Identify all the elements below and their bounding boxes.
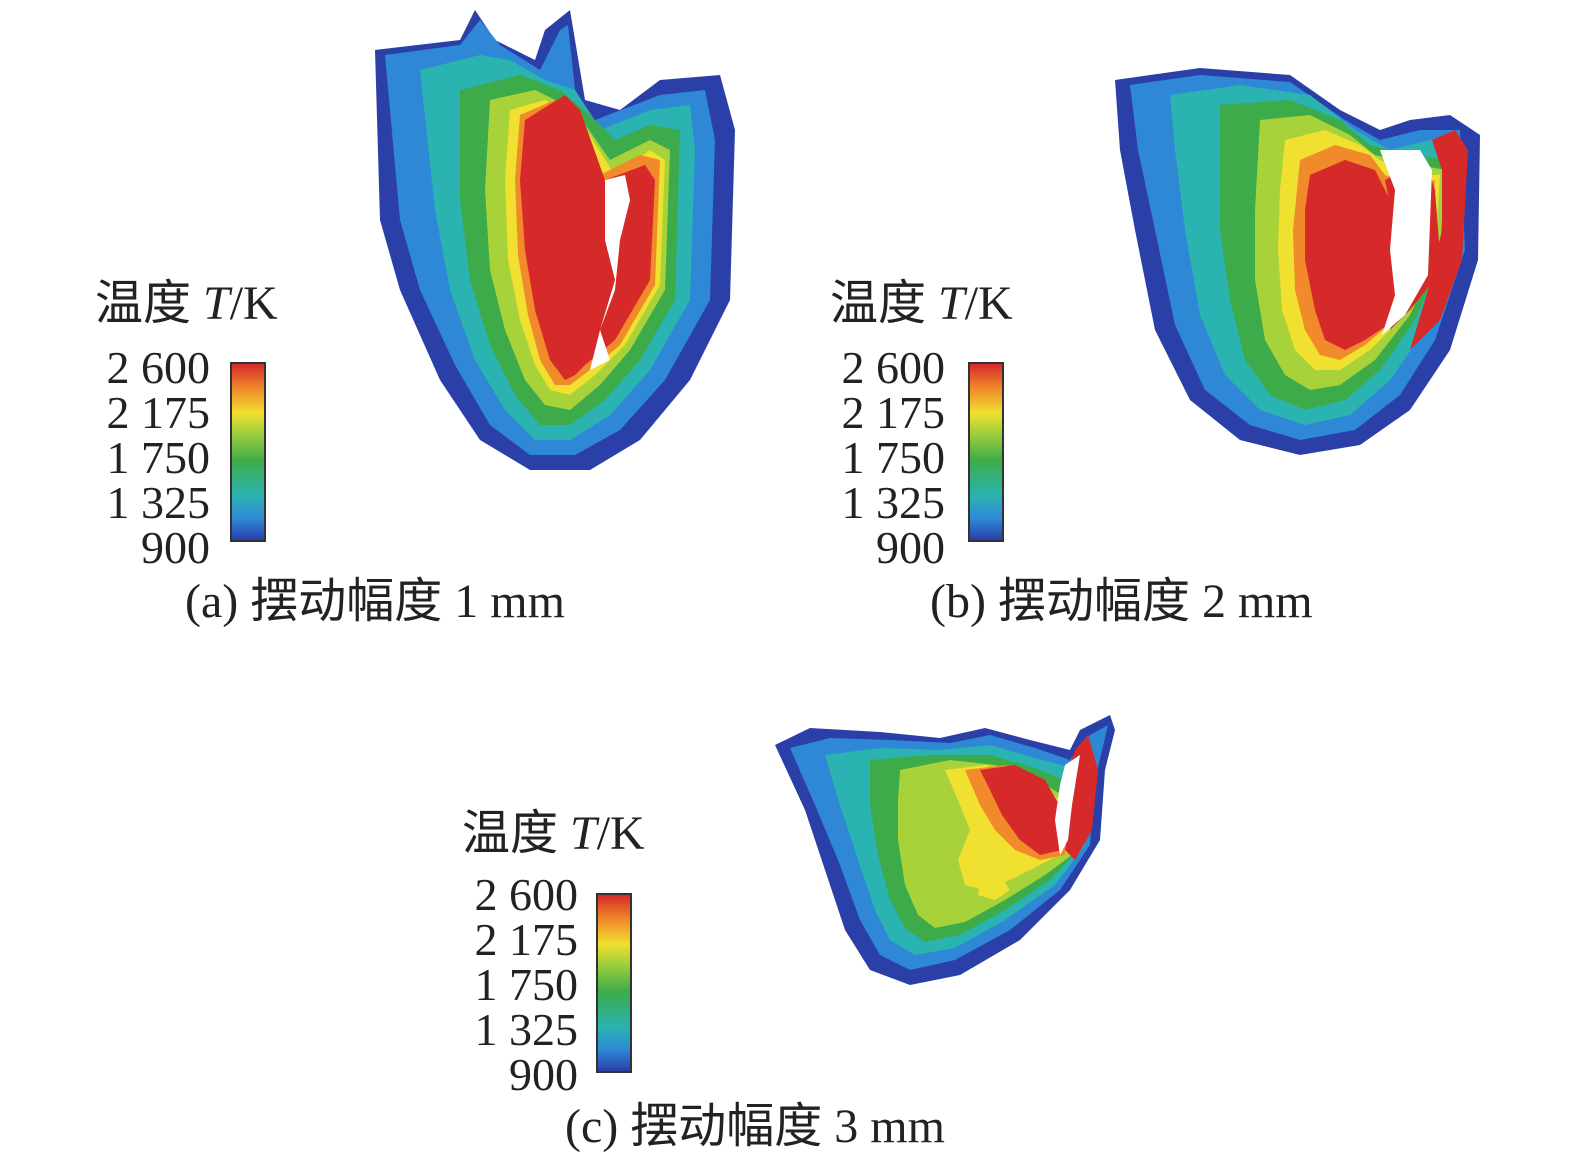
legend-title-variable: T bbox=[938, 277, 965, 330]
tick-label: 2 600 bbox=[106, 342, 211, 393]
legend-title-prefix: 温度 bbox=[830, 277, 939, 330]
tick-label: 1 325 bbox=[106, 477, 211, 528]
legend-title-a: 温度 T/K bbox=[95, 280, 278, 328]
tick-label: 1 750 bbox=[841, 432, 946, 483]
tick-label: 1 325 bbox=[841, 477, 946, 528]
tick-label: 900 bbox=[141, 522, 210, 573]
caption-a: (a) 摆动幅度 1 mm bbox=[185, 575, 565, 628]
tick-label: 2 175 bbox=[841, 387, 946, 438]
tick-label: 900 bbox=[509, 1049, 578, 1100]
tick-label: 2 600 bbox=[841, 342, 946, 393]
colorbar-a bbox=[230, 362, 266, 542]
tick-label: 1 750 bbox=[474, 959, 579, 1010]
tick-label: 900 bbox=[876, 522, 945, 573]
tick-label: 1 750 bbox=[106, 432, 211, 483]
temperature-contour-a bbox=[375, 10, 735, 470]
caption-b: (b) 摆动幅度 2 mm bbox=[930, 575, 1313, 628]
colorbar-b bbox=[968, 362, 1004, 542]
temperature-contour-b bbox=[1115, 68, 1480, 455]
tick-label: 2 175 bbox=[474, 914, 579, 965]
legend-title-b: 温度 T/K bbox=[830, 280, 1013, 328]
tick-label: 2 600 bbox=[474, 869, 579, 920]
legend-title-prefix: 温度 bbox=[95, 277, 204, 330]
temperature-contour-c bbox=[775, 715, 1115, 985]
legend-title-prefix: 温度 bbox=[462, 807, 571, 860]
legend-title-unit: /K bbox=[964, 277, 1013, 330]
legend-title-variable: T bbox=[203, 277, 230, 330]
tick-label: 2 175 bbox=[106, 387, 211, 438]
legend-title-variable: T bbox=[570, 807, 597, 860]
colorbar-c bbox=[596, 893, 632, 1073]
tick-label: 1 325 bbox=[474, 1004, 579, 1055]
legend-title-c: 温度 T/K bbox=[462, 810, 645, 858]
legend-title-unit: /K bbox=[229, 277, 278, 330]
legend-title-unit: /K bbox=[596, 807, 645, 860]
caption-c: (c) 摆动幅度 3 mm bbox=[565, 1100, 945, 1153]
